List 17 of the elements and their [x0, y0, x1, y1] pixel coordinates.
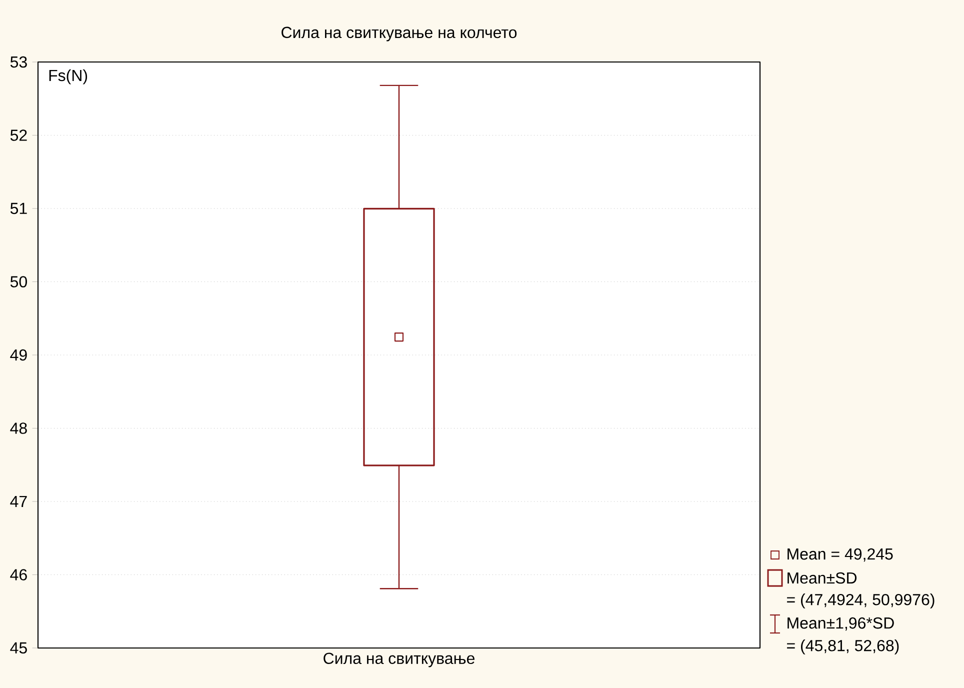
y-tick-label: 45 — [10, 642, 27, 654]
text: = (45,81, 52,68) — [787, 640, 899, 654]
y-tick-label: 52 — [10, 130, 27, 141]
text: Mean±1,96*SD — [788, 617, 894, 631]
y-tick-label: 49 — [10, 349, 27, 361]
y-tick-label: 53 — [10, 56, 27, 68]
y-tick-label: 51 — [10, 202, 27, 214]
text: = (47,4924, 50,9976) — [787, 594, 934, 608]
text: Mean = 49,245 — [788, 548, 893, 562]
text: Mean±SD — [788, 572, 857, 584]
x-tick-label: Сила на свиткување — [324, 652, 474, 668]
chart-title: Сила на свиткување на колчето — [282, 26, 517, 42]
y-tick-label: 46 — [10, 569, 27, 580]
y-tick-label: 48 — [10, 422, 27, 434]
y-tick-label: 47 — [10, 496, 27, 507]
y-axis-title: Fs(N) — [49, 69, 88, 84]
y-tick-label: 50 — [10, 276, 27, 288]
